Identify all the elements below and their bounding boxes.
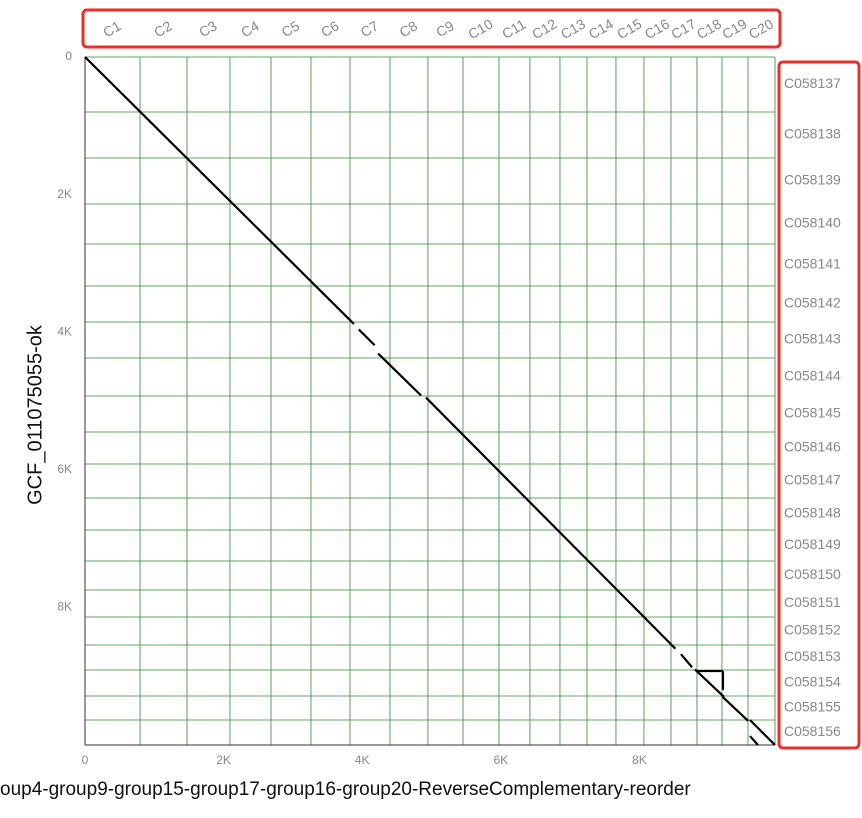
y-tick-label: 6K	[57, 462, 72, 476]
y-category-label: C058145	[784, 405, 841, 421]
x-category-label: C20	[746, 15, 776, 42]
highlight-box	[777, 60, 861, 750]
y-category-label: C058146	[784, 439, 841, 455]
x-category-label: C9	[433, 17, 457, 40]
alignment	[749, 719, 776, 746]
y-category-label: C058138	[784, 126, 841, 142]
y-axis-label: GCF_011075055-ok	[24, 324, 46, 505]
y-category-label: C058148	[784, 505, 841, 521]
y-category-label: C058154	[784, 674, 841, 690]
x-category-label: C15	[614, 15, 644, 42]
y-category-label: C058151	[784, 594, 841, 610]
alignment	[357, 328, 376, 347]
alignment	[680, 653, 693, 668]
y-category-label: C058150	[784, 566, 841, 582]
y-tick-label: 2K	[57, 187, 72, 201]
x-category-label: C7	[358, 17, 382, 40]
y-tick-label: 8K	[57, 600, 72, 614]
highlight-box	[81, 8, 782, 49]
x-category-label: C4	[238, 17, 262, 40]
x-category-label: C1	[100, 17, 124, 40]
y-category-label: C058137	[784, 75, 841, 91]
alignment	[425, 396, 677, 650]
y-category-label: C058155	[784, 699, 841, 715]
x-category-label: C13	[558, 15, 588, 42]
x-tick-label: 8K	[632, 753, 647, 767]
x-tick-label: 6K	[493, 753, 508, 767]
x-tick-label: 2K	[216, 753, 231, 767]
alignment	[84, 56, 355, 325]
y-category-label: C058141	[784, 256, 841, 272]
y-category-label: C058143	[784, 331, 841, 347]
y-category-label: C058139	[784, 172, 841, 188]
x-category-label: C10	[465, 15, 495, 42]
x-category-label: C2	[151, 17, 175, 40]
y-tick-label: 4K	[57, 324, 72, 338]
y-category-label: C058156	[784, 723, 841, 739]
alignment	[749, 735, 759, 746]
x-axis-label: oup4-group9-group15-group17-group16-grou…	[0, 779, 691, 800]
y-category-label: C058153	[784, 648, 841, 664]
y-category-label: C058144	[784, 368, 841, 384]
y-category-label: C058149	[784, 536, 841, 552]
x-category-label: C14	[586, 15, 616, 42]
x-category-label: C12	[529, 15, 559, 42]
x-tick-label: 0	[82, 753, 89, 767]
y-category-label: C058147	[784, 472, 841, 488]
x-category-label: C8	[397, 17, 421, 40]
x-category-label: C6	[318, 17, 342, 40]
y-category-label: C058140	[784, 215, 841, 231]
x-category-label: C5	[279, 17, 303, 40]
x-tick-label: 4K	[355, 753, 370, 767]
x-category-label: C3	[196, 17, 220, 40]
y-tick-label: 0	[65, 49, 72, 63]
y-category-label: C058142	[784, 295, 841, 311]
alignment	[694, 668, 725, 698]
y-category-label: C058152	[784, 622, 841, 638]
alignment	[377, 352, 422, 397]
x-category-label: C11	[499, 16, 529, 42]
alignment	[721, 696, 749, 722]
